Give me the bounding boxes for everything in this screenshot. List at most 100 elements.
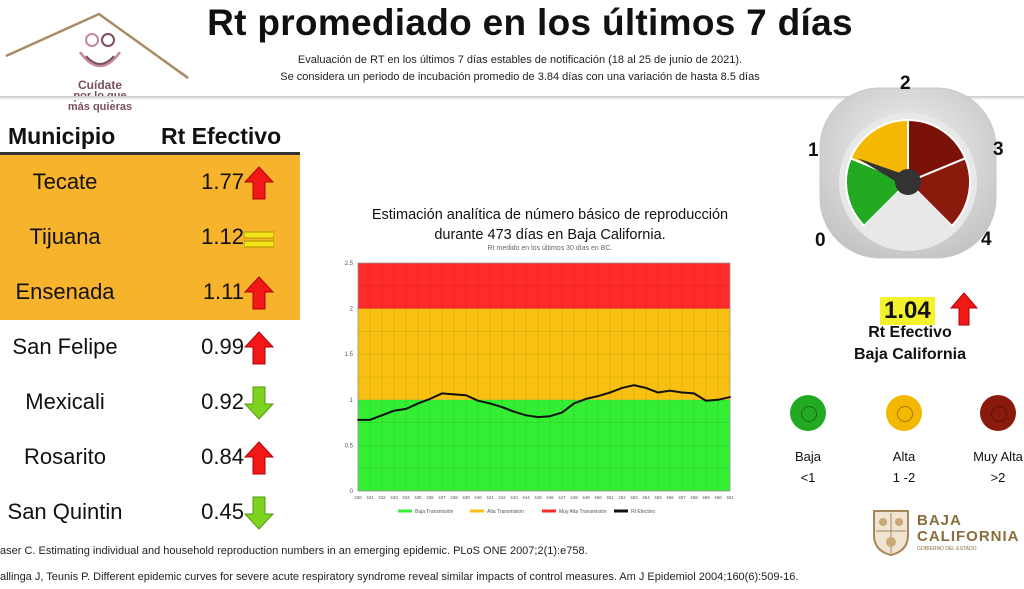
table-row: San Felipe 0.99	[0, 320, 300, 375]
x-tick-label: 455	[654, 495, 662, 500]
table-row: San Quintin 0.45	[0, 485, 300, 540]
x-tick-label: 445	[534, 495, 542, 500]
data-point	[645, 387, 647, 389]
up-arrow-icon	[244, 441, 274, 475]
down-arrow-icon	[244, 496, 274, 530]
rt-bc-label-1: Rt Efectivo	[868, 324, 952, 341]
gauge-sector-muy-alta-2	[906, 156, 971, 228]
x-tick-label: 430	[354, 495, 362, 500]
x-tick-label: 433	[390, 495, 398, 500]
chart-title: Estimación analítica de número básico de…	[330, 205, 770, 245]
data-point	[441, 392, 443, 395]
data-point	[561, 411, 563, 414]
down-arrow-icon	[244, 386, 274, 420]
gauge-blank-sector	[864, 182, 952, 245]
chart-title-line-2: durante 473 días en Baja California.	[434, 227, 666, 243]
rt-bc-label-2: Baja California	[853, 346, 967, 363]
data-point	[453, 393, 455, 396]
baja-california-seal	[873, 510, 909, 557]
x-tick-label: 446	[546, 495, 554, 500]
rt-value: 0.45	[201, 499, 244, 524]
data-point	[513, 410, 515, 413]
x-tick-label: 438	[450, 495, 458, 500]
chart-title-line-1: Estimación analítica de número básico de…	[371, 207, 729, 223]
y-tick-label: 2	[350, 307, 354, 313]
table-row: Tecate 1.77	[0, 155, 300, 210]
rt-value: 1.77	[201, 169, 244, 194]
data-point	[549, 415, 551, 418]
gauge-sector-muy-alta	[907, 118, 967, 184]
reference-1: aser C. Estimating individual and househ…	[0, 545, 588, 557]
y-tick-label: 0	[350, 489, 354, 495]
legend-dot-label: Muy Alta >2	[963, 446, 1024, 488]
page-title: Rt promediado en los últimos 7 días	[207, 2, 853, 43]
data-point	[657, 391, 659, 394]
rt-header: Rt Efectivo	[161, 123, 282, 149]
data-point	[405, 408, 407, 410]
x-tick-label: 450	[594, 495, 602, 500]
legend-dot-icon	[991, 406, 1007, 422]
data-point	[609, 391, 611, 394]
band-1	[358, 308, 730, 400]
data-point	[669, 389, 671, 392]
up-arrow-icon	[950, 292, 978, 326]
data-point	[693, 392, 695, 395]
rt-line-chart: 0 0.5 1 1.5 2 2.5 430 431 432 433 434 435 436 437 438 4…	[345, 261, 735, 515]
y-tick-label: 0.5	[345, 443, 354, 449]
legend-dot-name: Muy Alta	[973, 449, 1023, 464]
x-tick-label: 431	[366, 495, 374, 500]
x-tick-label: 443	[510, 495, 518, 500]
data-point	[393, 409, 395, 412]
data-point	[537, 416, 539, 419]
rt-bc-value: 1.04	[880, 297, 935, 325]
legend-dot-label: Alta 1 -2	[869, 446, 939, 488]
x-tick-label: 439	[462, 495, 470, 500]
bc-logo-text-1: BAJA	[917, 512, 962, 529]
bc-logo-text-3: GOBIERNO DEL ESTADO	[917, 546, 977, 552]
x-tick-label: 459	[702, 495, 710, 500]
gauge-hub	[895, 169, 921, 195]
x-tick-label: 461	[726, 495, 734, 500]
legend-dot-range: <1	[800, 470, 816, 485]
rt-gauge	[819, 87, 997, 259]
rt-value: 0.99	[201, 334, 244, 359]
cuidate-logo	[5, 12, 189, 80]
rt-value: 1.11	[202, 279, 244, 304]
x-tick-label: 456	[666, 495, 674, 500]
x-tick-label: 432	[378, 495, 386, 500]
legend-dot-icon	[801, 406, 817, 422]
data-point	[681, 391, 683, 394]
gauge-sector-alta	[849, 118, 909, 184]
data-point	[585, 397, 587, 400]
data-point	[633, 384, 635, 387]
band-2	[358, 263, 730, 309]
municipio-name: San Quintin	[7, 499, 123, 524]
x-tick-label: 442	[498, 495, 506, 500]
gauge-sector-baja	[845, 156, 910, 228]
legend-label: Alta Transmisión	[487, 509, 524, 515]
municipio-name: Tecate	[32, 169, 98, 194]
data-point	[465, 394, 467, 397]
data-point	[525, 414, 527, 417]
subtitle-line-1: Evaluación de RT en los últimos 7 días e…	[297, 54, 743, 66]
legend-label: Muy Alta Transmisión	[559, 509, 607, 515]
up-arrow-icon	[244, 331, 274, 365]
x-tick-label: 444	[522, 495, 530, 500]
equal-icon	[244, 231, 274, 248]
legend-dot-range: >2	[990, 470, 1006, 485]
y-tick-label: 2.5	[345, 261, 354, 267]
x-tick-label: 453	[630, 495, 638, 500]
logo-text-3: más quieras	[67, 101, 133, 113]
table-row: Mexicali 0.92	[0, 375, 300, 430]
x-tick-label: 449	[582, 495, 590, 500]
municipio-name: Mexicali	[25, 389, 105, 414]
x-tick-label: 458	[690, 495, 698, 500]
data-point	[729, 396, 731, 398]
legend-dot-icon	[897, 406, 913, 422]
x-tick-label: 441	[486, 495, 494, 500]
x-tick-label: 437	[438, 495, 446, 500]
x-tick-label: 454	[642, 495, 650, 500]
data-point	[357, 418, 359, 421]
x-tick-label: 452	[618, 495, 626, 500]
x-tick-label: 436	[426, 495, 434, 500]
